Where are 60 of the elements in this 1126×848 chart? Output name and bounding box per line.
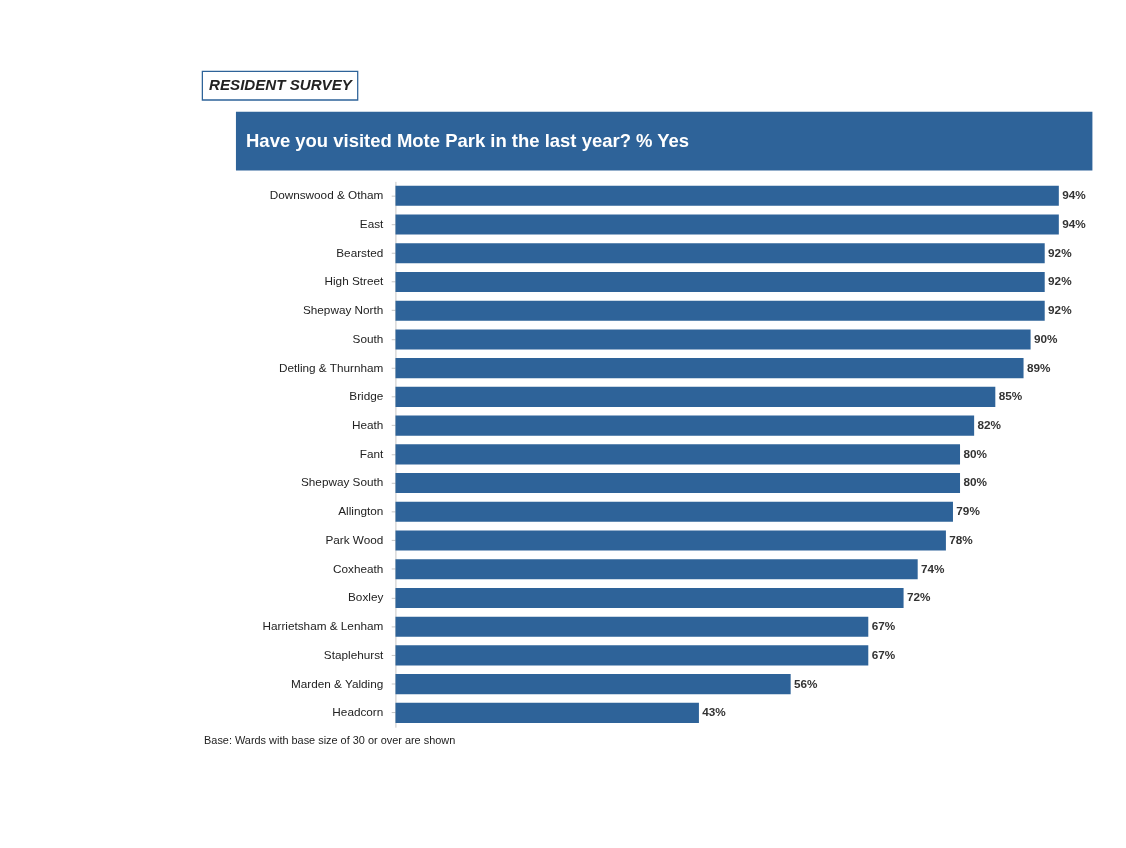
data-label: 94%	[1062, 216, 1087, 230]
data-label: 79%	[956, 504, 981, 518]
bar	[395, 185, 1059, 206]
bar	[395, 702, 699, 723]
bar	[395, 674, 791, 695]
bar	[395, 444, 961, 465]
bar	[395, 214, 1059, 235]
y-tick-label: South	[352, 331, 384, 345]
y-tick-label: Bridge	[349, 389, 384, 403]
bar	[395, 587, 904, 609]
bar	[395, 415, 975, 436]
data-label: 85%	[998, 389, 1023, 403]
data-label: 92%	[1048, 274, 1073, 288]
bar	[395, 386, 996, 407]
text: Base: Wards with base size of 30 or over are shown	[204, 734, 456, 747]
bar	[395, 501, 953, 522]
data-label: 92%	[1048, 245, 1073, 259]
y-tick-label: Allington	[338, 504, 384, 518]
data-label: 72%	[906, 590, 931, 604]
data-label: 67%	[871, 647, 896, 661]
y-tick-label: East	[359, 216, 385, 230]
y-tick-label: Heath	[351, 417, 384, 431]
y-tick-label: Boxley	[348, 590, 384, 604]
data-label: 80%	[963, 446, 988, 460]
y-tick-label: Shepway South	[301, 475, 384, 489]
y-tick-label: Fant	[359, 446, 385, 460]
bar	[395, 329, 1031, 350]
y-tick-label: Shepway North	[302, 303, 384, 317]
data-label: 90%	[1033, 331, 1059, 345]
data-label: 94%	[1062, 188, 1087, 202]
y-tick-label: Harrietsham & Lenham	[262, 619, 384, 633]
y-tick-label: High Street	[324, 274, 385, 288]
data-label: 78%	[949, 532, 974, 546]
bar	[395, 271, 1045, 293]
y-tick-label: Bearsted	[336, 245, 384, 259]
bar	[395, 559, 918, 580]
bar	[395, 616, 869, 637]
y-tick-label: Detling & Thurnham	[279, 360, 384, 374]
data-label: 43%	[702, 705, 727, 719]
y-tick-label: Staplehurst	[323, 647, 385, 661]
bar	[395, 300, 1045, 321]
bar	[395, 645, 869, 666]
y-tick-label: Downswood & Otham	[269, 188, 384, 202]
data-label: 67%	[871, 619, 896, 633]
y-tick-label: Marden & Yalding	[290, 676, 384, 690]
bar	[395, 243, 1045, 264]
y-tick-label: Headcorn	[332, 705, 384, 719]
bar	[395, 473, 961, 494]
data-label: 74%	[921, 561, 946, 575]
data-label: 56%	[794, 676, 819, 690]
y-tick-label: Coxheath	[333, 561, 384, 575]
data-label: 80%	[963, 475, 988, 489]
chart-title: Have you visited Mote Park in the last year? % Yes	[246, 130, 690, 152]
data-label: 92%	[1048, 303, 1073, 317]
data-label: 89%	[1026, 360, 1051, 374]
text: RESIDENT SURVEY	[209, 75, 354, 93]
y-tick-label: Park Wood	[325, 532, 384, 546]
bar	[395, 358, 1024, 379]
bar	[395, 530, 946, 551]
data-label: 82%	[977, 417, 1002, 431]
